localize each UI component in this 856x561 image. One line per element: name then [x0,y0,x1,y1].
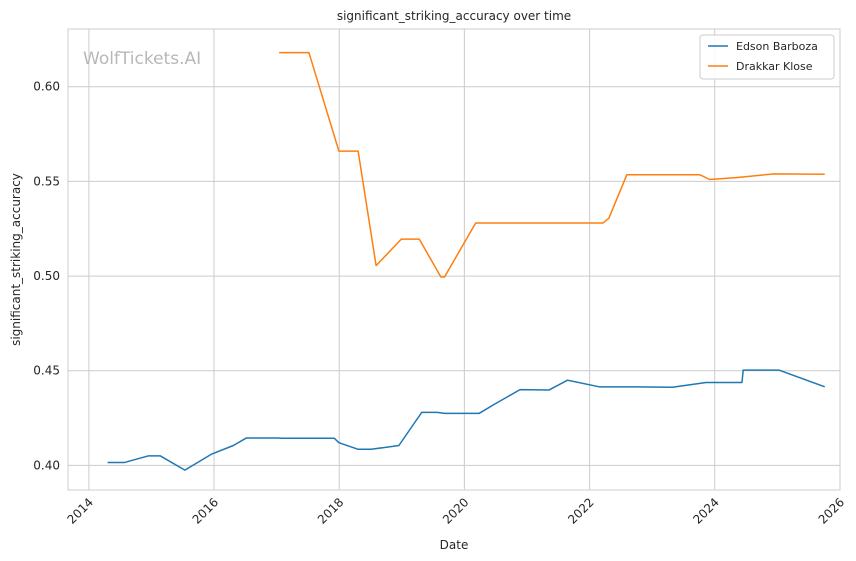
x-tick-label: 2020 [440,495,471,526]
x-tick-label: 2016 [190,495,221,526]
y-tick-label: 0.40 [33,458,60,472]
legend-label: Drakkar Klose [736,60,813,73]
y-axis-title: significant_striking_accuracy [9,173,23,346]
plot-frame [67,28,841,491]
gridlines [68,29,841,490]
y-tick-label: 0.45 [33,364,60,378]
x-tick-label: 2024 [690,495,721,526]
y-tick-label: 0.55 [33,174,60,188]
y-axis-ticks: 0.40 0.45 0.50 0.55 0.60 [33,80,60,473]
series-line-drakkar-klose [279,51,825,278]
y-tick-label: 0.50 [33,269,60,283]
x-axis-title: Date [440,538,469,552]
legend: Edson Barboza Drakkar Klose [699,34,835,80]
y-tick-label: 0.60 [33,80,60,94]
x-tick-label: 2014 [65,495,96,526]
x-tick-label: 2022 [565,495,596,526]
watermark: WolfTickets.AI [83,49,201,69]
series-line-edson-barboza [107,369,826,471]
series-layer [107,51,826,471]
chart-title: significant_striking_accuracy over time [337,9,571,23]
x-axis-ticks: 2014 2016 2018 2020 2022 2024 2026 [65,495,848,526]
x-tick-label: 2018 [315,495,346,526]
legend-label: Edson Barboza [736,40,818,53]
x-tick-label: 2026 [816,495,847,526]
legend-box [699,34,835,80]
